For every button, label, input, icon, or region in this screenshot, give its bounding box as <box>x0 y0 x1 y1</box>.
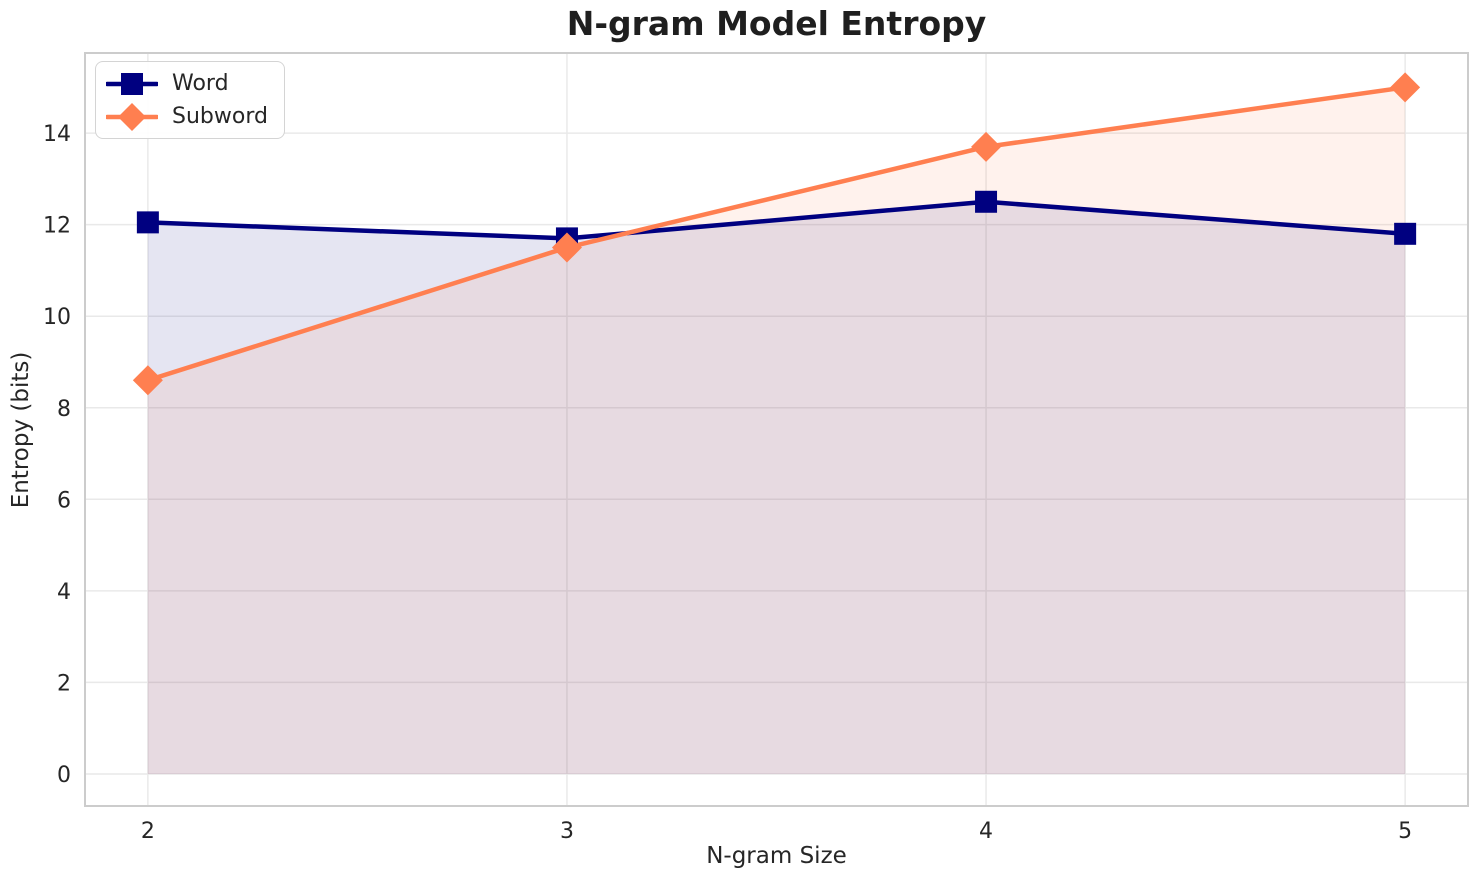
word-square-marker-icon <box>106 72 158 95</box>
subword-diamond-marker-icon <box>106 102 158 131</box>
y-tick-label: 10 <box>43 305 71 330</box>
y-tick-label: 8 <box>57 397 71 422</box>
area-fill-word <box>147 201 1406 774</box>
legend-label-word: Word <box>172 70 229 96</box>
data-point-subword <box>971 131 1002 162</box>
data-point-word <box>975 190 998 213</box>
legend-label-subword: Subword <box>172 103 268 129</box>
data-point-subword <box>1390 72 1421 103</box>
y-axis-label: Entropy (bits) <box>8 351 34 509</box>
x-axis-label: N-gram Size <box>706 843 847 869</box>
data-point-subword <box>132 365 163 396</box>
x-tick-label: 3 <box>560 819 574 844</box>
series-line-subword <box>145 85 1408 383</box>
legend-item-word: Word <box>106 67 268 100</box>
data-point-subword <box>551 232 582 263</box>
y-tick-label: 12 <box>43 214 71 239</box>
legend-item-subword: Subword <box>106 100 268 133</box>
y-tick-label: 6 <box>57 488 71 513</box>
x-tick-label: 2 <box>141 819 155 844</box>
data-point-word <box>136 211 159 234</box>
chart-title: N-gram Model Entropy <box>566 4 987 43</box>
x-tick-label: 5 <box>1398 819 1412 844</box>
y-tick-label: 0 <box>57 763 71 788</box>
x-tick-label: 4 <box>979 819 993 844</box>
series-line-word <box>145 199 1408 241</box>
legend: Word Subword <box>95 61 285 139</box>
y-tick-label: 14 <box>43 122 71 147</box>
area-fill-subword <box>147 87 1406 774</box>
data-point-word <box>1394 222 1417 245</box>
y-tick-label: 2 <box>57 671 71 696</box>
y-tick-label: 4 <box>57 580 71 605</box>
plot-border <box>84 52 1469 807</box>
